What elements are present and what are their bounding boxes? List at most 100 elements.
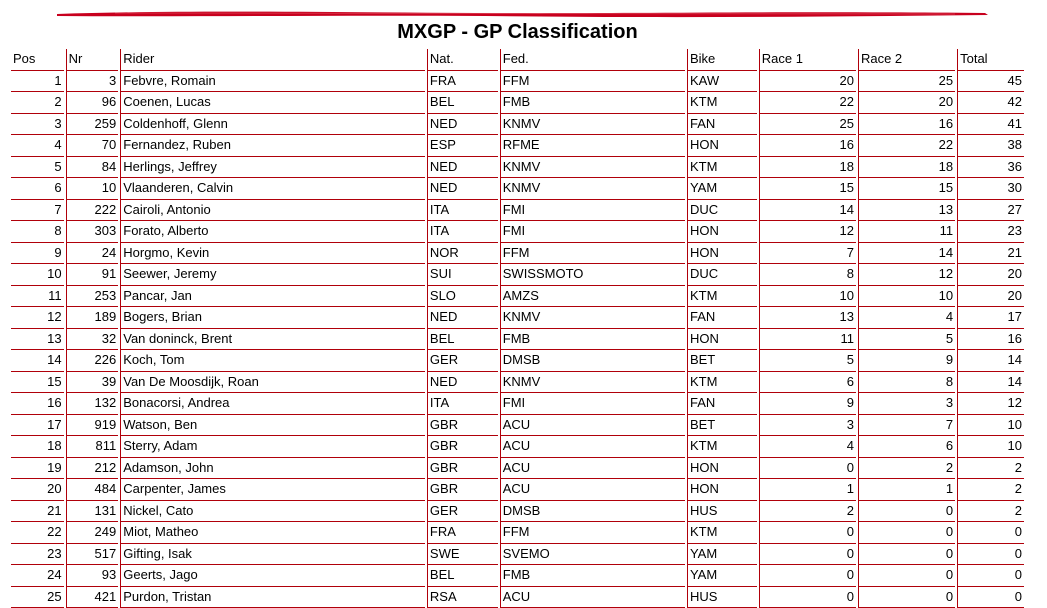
cell-nat: ESP: [427, 135, 498, 157]
cell-total: 10: [957, 415, 1024, 437]
cell-race-1: 10: [759, 286, 856, 308]
cell-bike: KTM: [687, 286, 757, 308]
cell-race-2: 0: [858, 501, 955, 523]
cell-nr: 421: [66, 587, 119, 608]
cell-total: 21: [957, 243, 1024, 265]
cell-fed: FFM: [500, 243, 685, 265]
cell-race-1: 16: [759, 135, 856, 157]
cell-pos: 15: [11, 372, 64, 394]
cell-race-1: 0: [759, 587, 856, 608]
cell-race-1: 25: [759, 114, 856, 136]
cell-rider: Van doninck, Brent: [120, 329, 425, 351]
cell-rider: Vlaanderen, Calvin: [120, 178, 425, 200]
cell-total: 23: [957, 221, 1024, 243]
cell-fed: FFM: [500, 522, 685, 544]
cell-race-2: 16: [858, 114, 955, 136]
cell-bike: HUS: [687, 501, 757, 523]
cell-nat: RSA: [427, 587, 498, 608]
cell-pos: 13: [11, 329, 64, 351]
cell-total: 2: [957, 479, 1024, 501]
cell-race-1: 3: [759, 415, 856, 437]
cell-rider: Seewer, Jeremy: [120, 264, 425, 286]
cell-race-1: 11: [759, 329, 856, 351]
cell-total: 0: [957, 522, 1024, 544]
cell-bike: HON: [687, 221, 757, 243]
cell-race-2: 12: [858, 264, 955, 286]
cell-pos: 4: [11, 135, 64, 157]
cell-fed: SVEMO: [500, 544, 685, 566]
cell-rider: Febvre, Romain: [120, 71, 425, 93]
cell-race-1: 9: [759, 393, 856, 415]
cell-nat: FRA: [427, 522, 498, 544]
cell-pos: 3: [11, 114, 64, 136]
cell-fed: FMB: [500, 92, 685, 114]
cell-rider: Van De Moosdijk, Roan: [120, 372, 425, 394]
cell-bike: KTM: [687, 157, 757, 179]
cell-total: 17: [957, 307, 1024, 329]
cell-race-1: 15: [759, 178, 856, 200]
column-header-race-1: Race 1: [759, 49, 856, 71]
cell-pos: 23: [11, 544, 64, 566]
cell-fed: KNMV: [500, 178, 685, 200]
cell-race-1: 0: [759, 522, 856, 544]
cell-rider: Coldenhoff, Glenn: [120, 114, 425, 136]
cell-race-2: 4: [858, 307, 955, 329]
cell-pos: 20: [11, 479, 64, 501]
cell-total: 41: [957, 114, 1024, 136]
cell-bike: HUS: [687, 587, 757, 608]
cell-race-2: 22: [858, 135, 955, 157]
cell-nat: NED: [427, 307, 498, 329]
cell-pos: 10: [11, 264, 64, 286]
cell-bike: KTM: [687, 522, 757, 544]
cell-pos: 16: [11, 393, 64, 415]
cell-total: 0: [957, 544, 1024, 566]
cell-total: 2: [957, 458, 1024, 480]
cell-rider: Watson, Ben: [120, 415, 425, 437]
cell-pos: 6: [11, 178, 64, 200]
cell-race-2: 5: [858, 329, 955, 351]
cell-nat: BEL: [427, 329, 498, 351]
cell-race-1: 4: [759, 436, 856, 458]
cell-race-1: 22: [759, 92, 856, 114]
cell-race-1: 2: [759, 501, 856, 523]
cell-nat: BEL: [427, 92, 498, 114]
cell-pos: 21: [11, 501, 64, 523]
cell-pos: 24: [11, 565, 64, 587]
cell-nr: 484: [66, 479, 119, 501]
cell-race-2: 8: [858, 372, 955, 394]
cell-nr: 226: [66, 350, 119, 372]
cell-nr: 259: [66, 114, 119, 136]
cell-nat: SUI: [427, 264, 498, 286]
cell-rider: Sterry, Adam: [120, 436, 425, 458]
cell-nr: 70: [66, 135, 119, 157]
cell-nat: GBR: [427, 415, 498, 437]
cell-nat: NED: [427, 372, 498, 394]
cell-fed: DMSB: [500, 350, 685, 372]
cell-rider: Forato, Alberto: [120, 221, 425, 243]
column-header-fed: Fed.: [500, 49, 685, 71]
cell-bike: YAM: [687, 178, 757, 200]
cell-rider: Coenen, Lucas: [120, 92, 425, 114]
cell-bike: HON: [687, 243, 757, 265]
cell-rider: Horgmo, Kevin: [120, 243, 425, 265]
cell-bike: DUC: [687, 264, 757, 286]
cell-race-2: 10: [858, 286, 955, 308]
cell-nr: 249: [66, 522, 119, 544]
cell-rider: Cairoli, Antonio: [120, 200, 425, 222]
cell-pos: 18: [11, 436, 64, 458]
cell-nr: 131: [66, 501, 119, 523]
cell-fed: ACU: [500, 436, 685, 458]
cell-bike: KTM: [687, 372, 757, 394]
cell-nat: BEL: [427, 565, 498, 587]
cell-total: 0: [957, 587, 1024, 608]
cell-fed: ACU: [500, 415, 685, 437]
